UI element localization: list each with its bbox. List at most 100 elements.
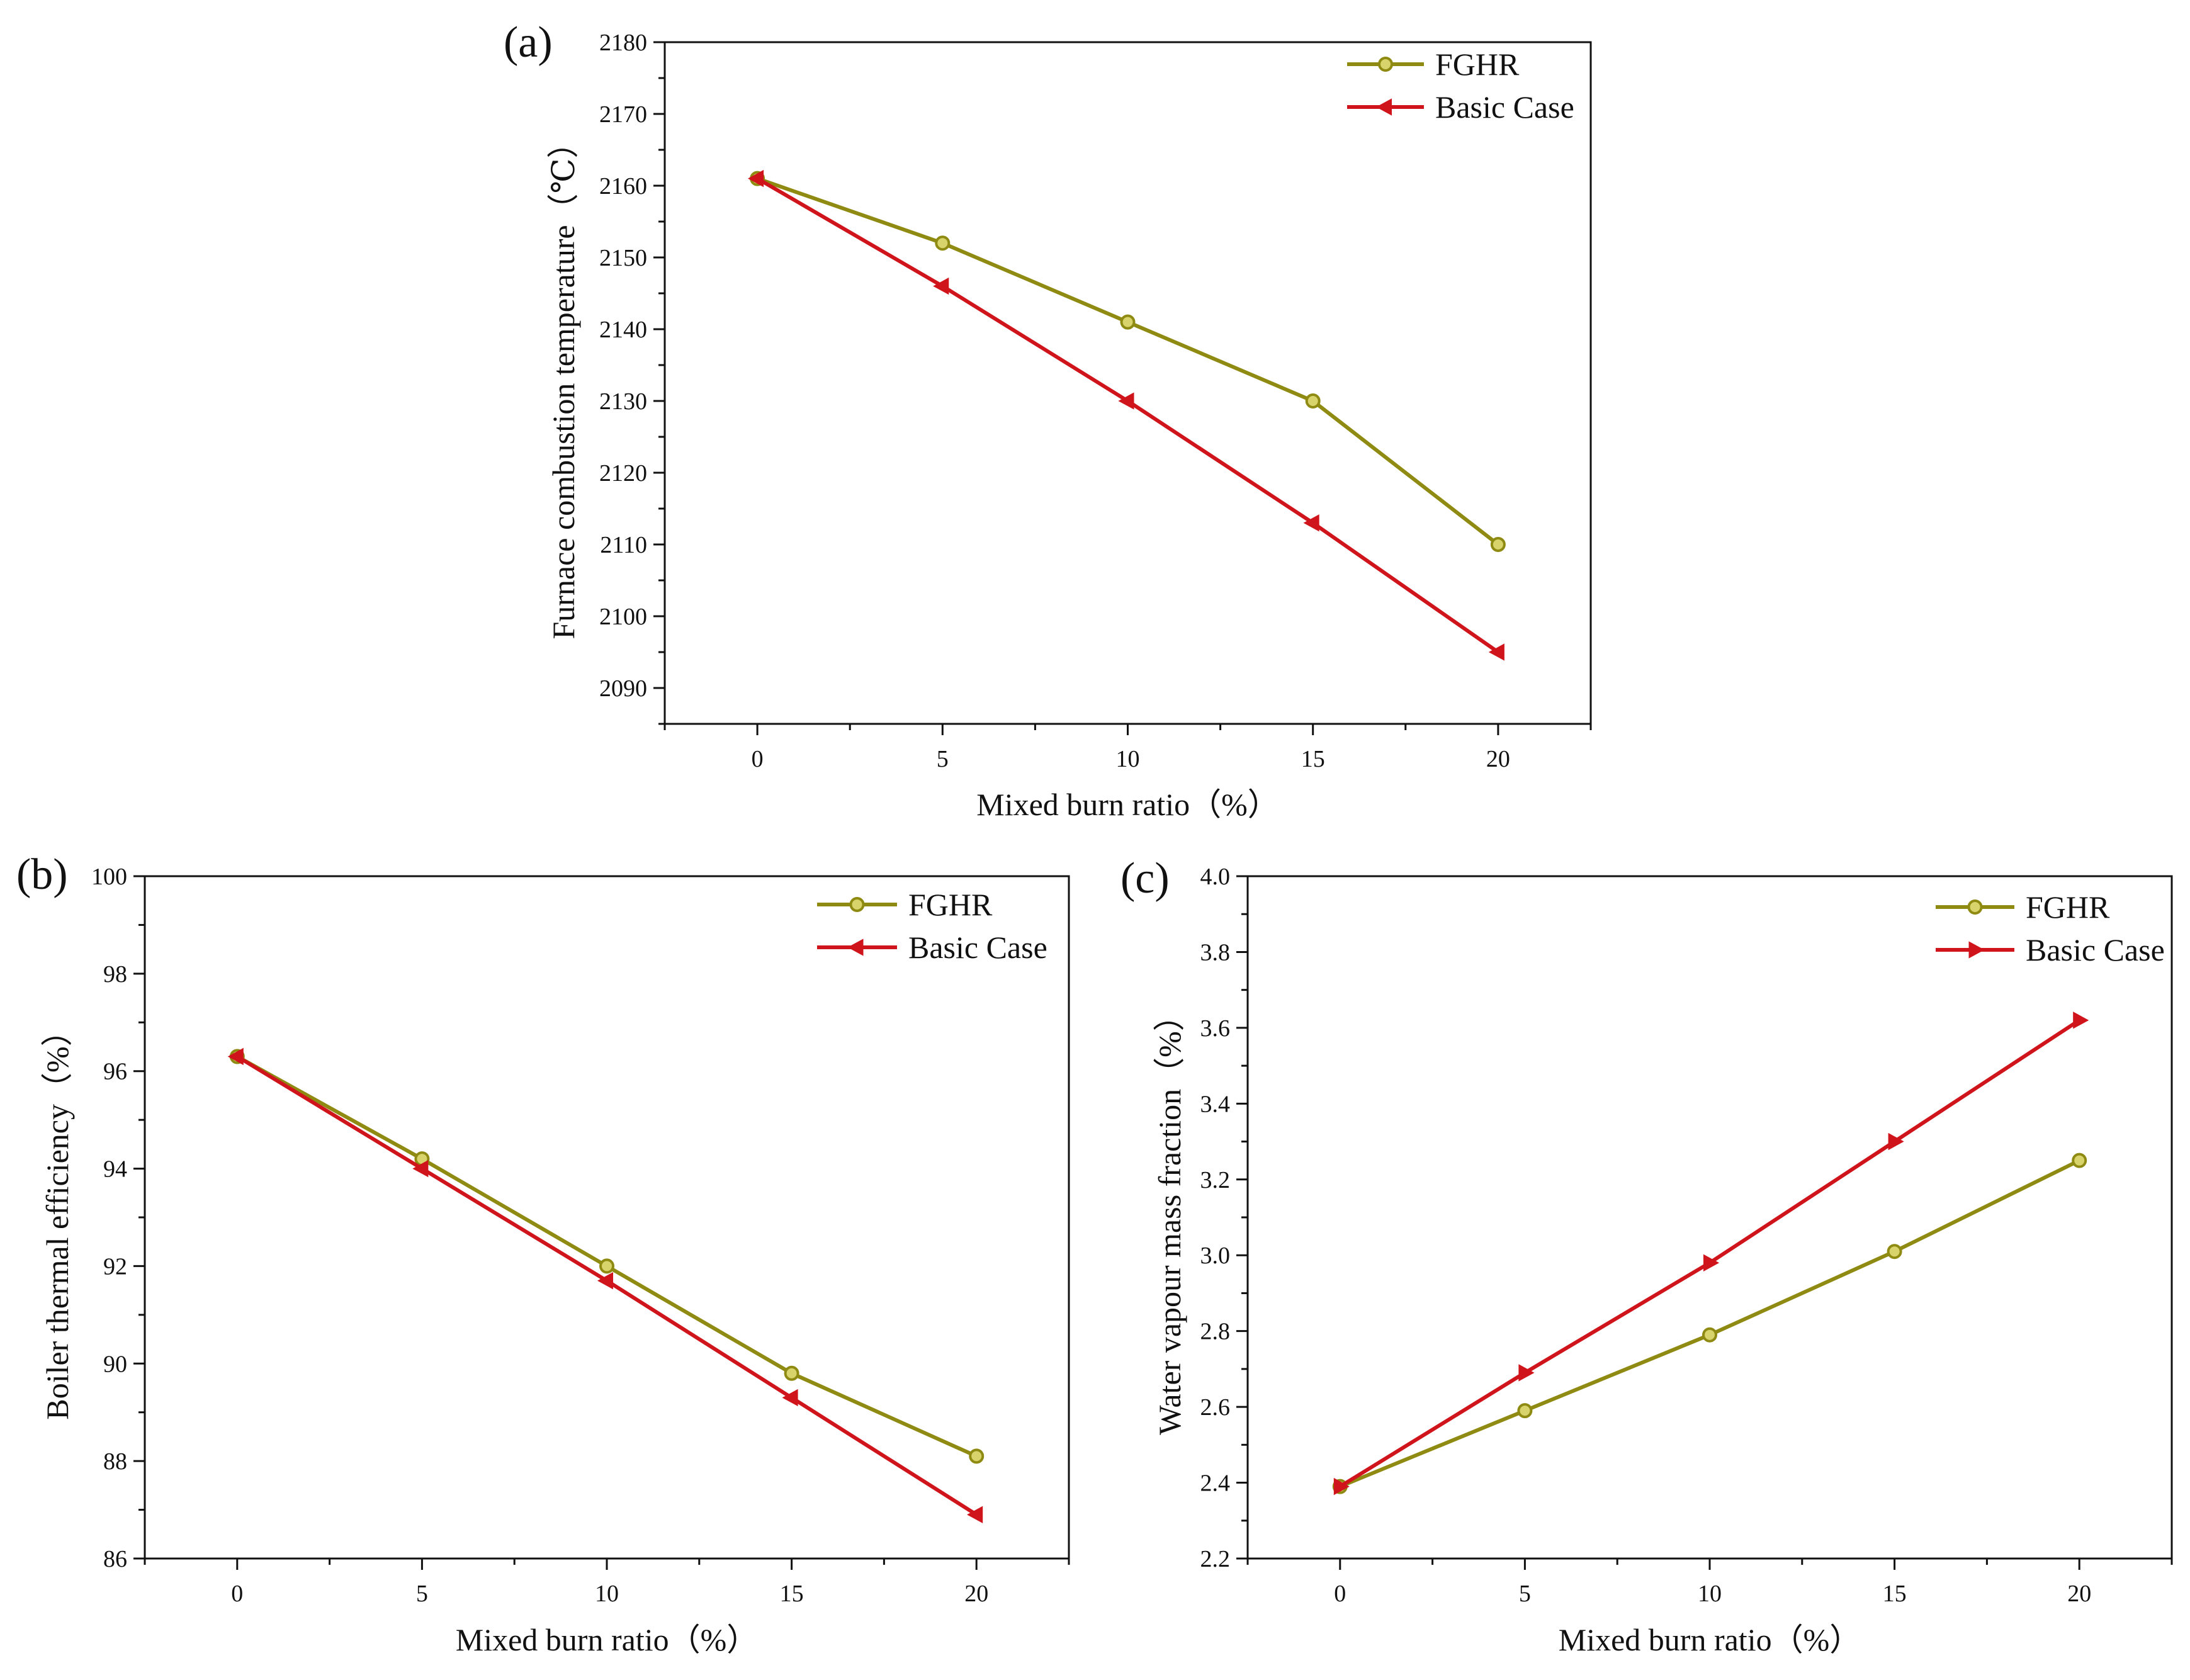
y-tick-label: 2130 <box>599 388 647 415</box>
legend-label: FGHR <box>1435 47 1520 82</box>
data-point <box>599 1258 614 1274</box>
data-point <box>748 169 764 188</box>
data-point <box>412 1159 429 1178</box>
x-axis-title: Mixed burn ratio（%） <box>1559 1622 1861 1657</box>
x-tick-label: 0 <box>752 746 764 772</box>
data-point <box>597 1271 613 1290</box>
x-axis-title: Mixed burn ratio（%） <box>976 787 1278 822</box>
data-point <box>2073 1012 2089 1029</box>
panel-a: 0 5 10 15 20 2090 2100 2110 2120 2130 2140 2150 2160… <box>504 18 1592 822</box>
legend-label: Basic Case <box>2026 932 2165 967</box>
data-point <box>1888 1132 1904 1151</box>
data-point <box>227 1047 244 1066</box>
plot-frame <box>144 875 1070 1560</box>
data-point <box>1518 1364 1535 1382</box>
x-tick-label: 10 <box>1698 1581 1722 1607</box>
y-tick-label: 2.4 <box>1200 1470 1231 1497</box>
series-line-basic-case <box>1339 1018 2080 1489</box>
panel-label: (a) <box>504 18 553 67</box>
data-point <box>1488 643 1504 661</box>
y-tick-label: 90 <box>103 1351 127 1377</box>
legend-marker <box>1968 941 1985 959</box>
data-point <box>1305 393 1321 409</box>
x-tick-label: 15 <box>780 1581 804 1607</box>
y-tick-label: 2150 <box>599 245 647 271</box>
y-tick-label: 2.8 <box>1200 1319 1231 1345</box>
x-tick-label: 10 <box>595 1581 619 1607</box>
series-line-fghr <box>757 176 1499 546</box>
panel-b: 0 5 10 15 20 86 88 90 92 94 96 98 100 Mixed burn rati… <box>16 850 1070 1657</box>
panel-c: 0 5 10 15 20 2.2 2.4 2.6 2.8 3.0 3.2 3.4 3.6 3.8 4.0 Mi… <box>1120 854 2173 1657</box>
data-point <box>784 1365 799 1381</box>
series-line-basic-case <box>756 177 1499 654</box>
data-point <box>935 235 951 251</box>
data-point <box>1490 537 1506 552</box>
y-axis-title: Water vapour mass fraction（%） <box>1152 1000 1187 1435</box>
legend-label: FGHR <box>2026 889 2110 925</box>
x-tick-label: 20 <box>964 1581 988 1607</box>
y-tick-label: 100 <box>91 864 127 890</box>
y-tick-label: 3.6 <box>1200 1015 1231 1042</box>
x-tick-label: 0 <box>1334 1581 1346 1607</box>
legend-marker <box>847 939 864 956</box>
legend-marker <box>1967 899 1983 915</box>
data-point <box>933 277 949 295</box>
x-tick-label: 20 <box>1486 746 1510 772</box>
data-point <box>1703 1254 1720 1271</box>
x-tick-label: 15 <box>1883 1581 1907 1607</box>
x-tick-label: 0 <box>231 1581 243 1607</box>
y-tick-label: 94 <box>103 1156 127 1183</box>
y-tick-label: 98 <box>103 961 127 988</box>
x-tick-label: 15 <box>1301 746 1325 772</box>
x-tick-label: 20 <box>2067 1581 2091 1607</box>
panel-label: (c) <box>1120 854 1170 903</box>
data-point <box>967 1506 983 1523</box>
y-tick-label: 2170 <box>599 101 647 128</box>
legend-label: FGHR <box>908 887 993 922</box>
series-line-fghr <box>236 1054 978 1458</box>
y-axis-title: Boiler thermal efficiency（%） <box>40 1015 75 1419</box>
y-tick-label: 88 <box>103 1448 127 1475</box>
x-tick-label: 5 <box>937 746 949 772</box>
x-tick-label: 5 <box>416 1581 428 1607</box>
data-point <box>1702 1327 1717 1343</box>
y-tick-label: 3.8 <box>1200 939 1231 966</box>
x-tick-label: 5 <box>1519 1581 1531 1607</box>
legend-marker <box>1378 57 1393 72</box>
legend-marker <box>1375 98 1392 116</box>
x-axis-title: Mixed burn ratio（%） <box>456 1622 758 1657</box>
data-point <box>1118 392 1134 410</box>
y-tick-label: 2110 <box>600 532 647 558</box>
data-point <box>969 1448 985 1464</box>
y-tick-label: 2100 <box>599 604 647 630</box>
series-line-fghr <box>1339 1158 2080 1489</box>
y-tick-label: 2.6 <box>1200 1394 1231 1421</box>
y-tick-label: 2120 <box>599 460 647 487</box>
y-tick-label: 86 <box>103 1546 127 1572</box>
y-tick-label: 3.4 <box>1200 1091 1231 1117</box>
data-point <box>1333 1477 1350 1496</box>
y-tick-label: 2160 <box>599 173 647 200</box>
y-tick-label: 2140 <box>599 317 647 343</box>
y-tick-label: 2090 <box>599 675 647 702</box>
y-tick-label: 2180 <box>599 30 647 56</box>
x-tick-label: 10 <box>1116 746 1140 772</box>
panel-label: (b) <box>16 850 68 899</box>
data-point <box>782 1389 798 1407</box>
y-tick-label: 3.0 <box>1200 1243 1231 1269</box>
data-point <box>1120 314 1136 330</box>
y-tick-label: 4.0 <box>1200 864 1231 890</box>
y-axis-title: Furnace combustion temperature（℃） <box>546 127 581 639</box>
y-tick-label: 92 <box>103 1253 127 1280</box>
y-tick-label: 3.2 <box>1200 1167 1231 1193</box>
y-tick-label: 96 <box>103 1059 127 1085</box>
legend-label: Basic Case <box>1435 89 1574 125</box>
legend-label: Basic Case <box>908 930 1047 965</box>
data-point <box>1887 1244 1902 1260</box>
legend-marker <box>849 897 865 912</box>
data-point <box>2072 1153 2087 1168</box>
data-point <box>1517 1403 1533 1419</box>
data-point <box>1303 514 1319 532</box>
y-tick-label: 2.2 <box>1200 1546 1231 1572</box>
